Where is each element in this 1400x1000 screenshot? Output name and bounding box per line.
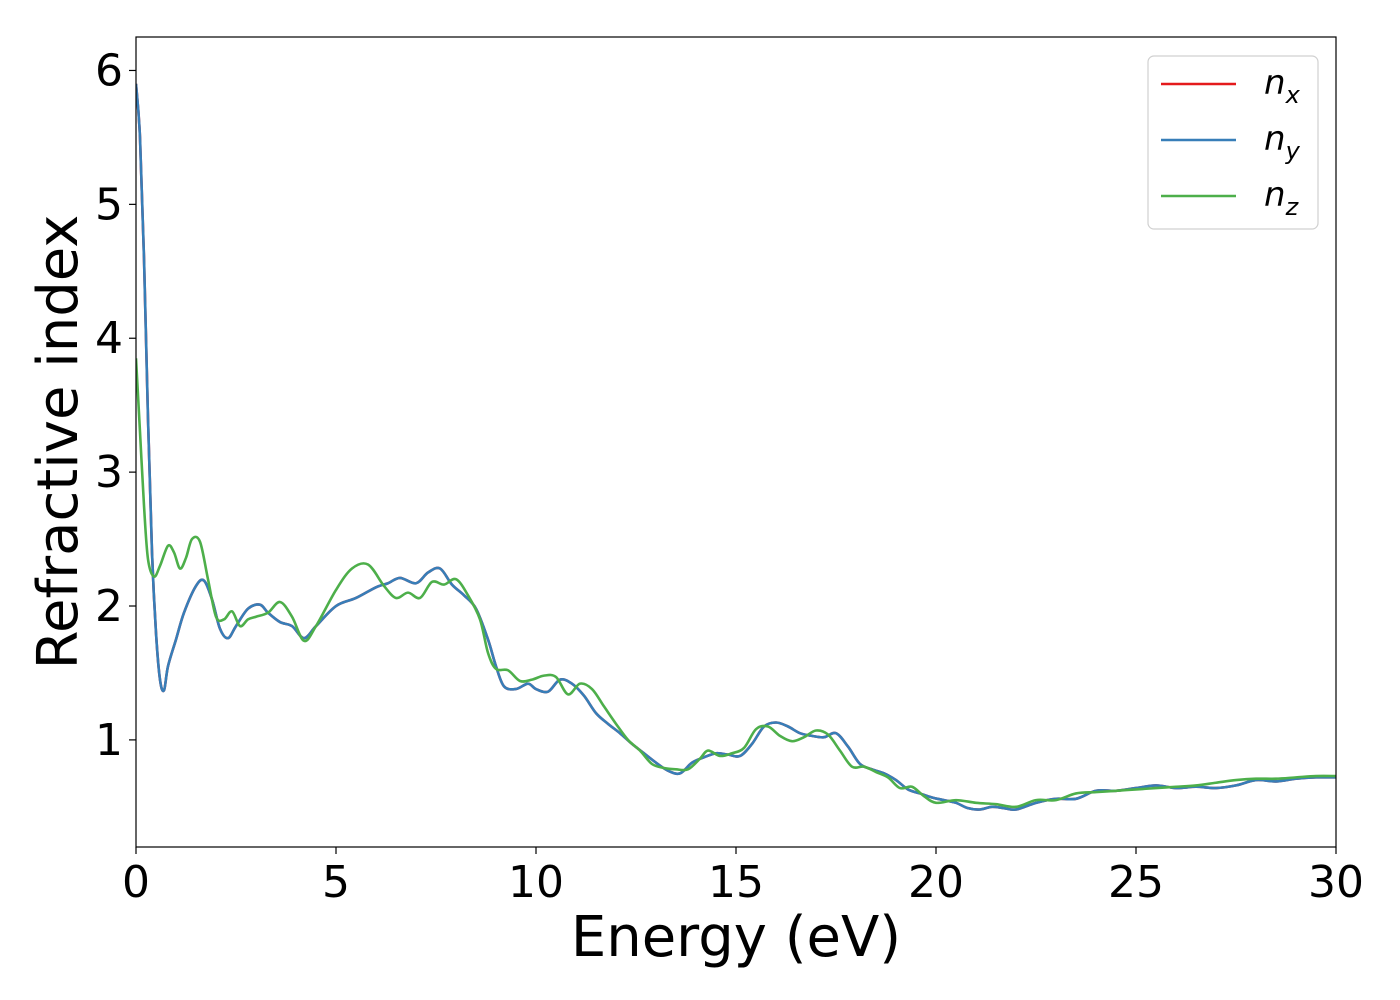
- y-tick-label: 5: [95, 179, 123, 230]
- x-tick-label: 10: [508, 857, 564, 908]
- x-tick-label: 20: [908, 857, 964, 908]
- y-tick-label: 4: [95, 313, 123, 364]
- y-axis-label: Refractive index: [26, 215, 91, 670]
- x-tick-label: 0: [122, 857, 150, 908]
- y-tick-label: 6: [95, 45, 123, 96]
- series-lines: [136, 83, 1336, 812]
- x-axis-label: Energy (eV): [571, 905, 901, 970]
- x-tick-label: 25: [1108, 857, 1164, 908]
- legend-frame: [1147, 55, 1319, 230]
- legend-label-nx: nx: [1264, 63, 1301, 109]
- legend-label-nz: nz: [1264, 175, 1300, 221]
- x-axis-ticks: 0 5 10 15 20 25 30: [122, 847, 1364, 908]
- y-tick-label: 2: [95, 581, 123, 632]
- y-tick-label: 3: [95, 447, 123, 498]
- series-line-nz: [136, 358, 1336, 809]
- legend: nx ny nz: [1147, 55, 1319, 230]
- y-axis-ticks: 1 2 3 4 5 6: [95, 45, 136, 766]
- legend-label-ny: ny: [1264, 119, 1301, 165]
- y-tick-label: 1: [95, 715, 123, 766]
- x-tick-label: 15: [708, 857, 764, 908]
- x-tick-label: 30: [1308, 857, 1364, 908]
- x-tick-label: 5: [322, 857, 350, 908]
